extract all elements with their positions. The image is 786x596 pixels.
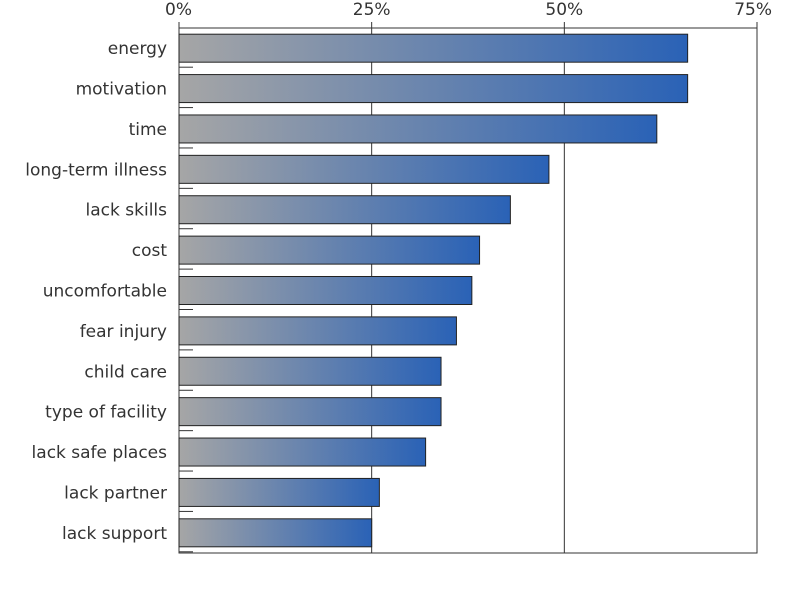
category-label: lack support [62, 524, 167, 544]
category-label: uncomfortable [43, 282, 167, 302]
category-label: energy [108, 39, 167, 59]
category-label: lack skills [86, 201, 168, 221]
bar [178, 437, 427, 467]
x-tick-label: 50% [545, 0, 583, 20]
bar [178, 276, 473, 305]
category-label: fear injury [80, 322, 167, 342]
bar [178, 33, 689, 63]
bar [178, 195, 511, 225]
category-label: time [129, 120, 167, 140]
x-axis-ticks: 0% 25% 50% 75% [165, 0, 772, 28]
bar [178, 74, 689, 104]
category-label: type of facility [45, 403, 167, 423]
category-label: child care [84, 362, 167, 382]
bar [178, 477, 380, 507]
category-label: lack partner [64, 483, 167, 503]
category-label: long-term illness [25, 160, 167, 180]
category-label: lack safe places [32, 443, 168, 463]
x-tick-label: 0% [165, 0, 192, 20]
category-label: cost [132, 241, 168, 261]
bar [178, 114, 658, 144]
bar [178, 397, 442, 427]
bar [178, 356, 442, 386]
x-tick-label: 75% [734, 0, 772, 20]
bar [178, 235, 481, 265]
bars [178, 33, 689, 553]
bar [178, 154, 550, 184]
category-labels: energy motivation time long-term illness lac… [25, 39, 167, 544]
x-tick-label: 25% [353, 0, 391, 20]
bar [178, 316, 457, 346]
bar [178, 518, 373, 548]
category-label: motivation [76, 80, 167, 100]
